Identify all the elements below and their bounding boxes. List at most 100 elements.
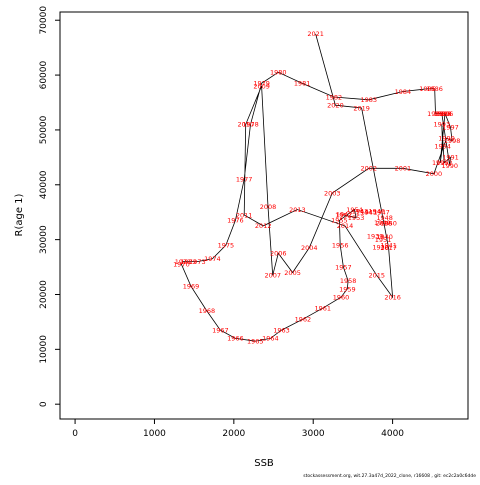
point-label-1968: 1968 [199, 307, 216, 315]
point-label-1974: 1974 [204, 255, 221, 263]
point-label-1946: 1946 [368, 207, 385, 215]
point-label-1996: 1996 [437, 110, 454, 118]
point-label-1989: 1989 [434, 110, 451, 118]
series-line [180, 33, 453, 342]
point-label-1957: 1957 [335, 263, 352, 271]
point-label-2019: 2019 [353, 104, 370, 112]
point-label-2021: 2021 [307, 30, 324, 38]
point-label-1997: 1997 [442, 123, 459, 131]
x-axis: 0 1000 2000 3000 4000 [72, 419, 404, 439]
point-label-1993: 1993 [434, 121, 451, 129]
point-label-2013: 2013 [289, 206, 306, 214]
point-label-2008: 2008 [260, 203, 277, 211]
point-label-1983: 1983 [361, 96, 378, 104]
point-label-1992: 1992 [436, 159, 453, 167]
point-label-1954: 1954 [346, 206, 363, 214]
x-tick-label: 3000 [302, 429, 325, 439]
point-label-1952: 1952 [335, 211, 352, 219]
point-label-1971: 1971 [175, 258, 192, 266]
point-label-1960: 1960 [333, 294, 350, 302]
plot-frame [59, 11, 469, 420]
point-label-1961: 1961 [314, 304, 331, 312]
point-label-1985: 1985 [419, 85, 436, 93]
point-label-2000: 2000 [426, 170, 443, 178]
x-tick-label: 1000 [143, 429, 166, 439]
point-label-1979: 1979 [253, 80, 270, 88]
y-tick-label: 20000 [39, 280, 49, 309]
x-tick-label: 2000 [222, 429, 245, 439]
point-label-1940: 1940 [376, 233, 393, 241]
point-label-1947: 1947 [373, 209, 390, 217]
point-label-1970: 1970 [173, 261, 190, 269]
point-label-1973: 1973 [189, 258, 206, 266]
point-label-1939: 1939 [367, 233, 384, 241]
point-label-2012: 2012 [255, 222, 272, 230]
point-label-1962: 1962 [295, 315, 312, 323]
point-label-1999: 1999 [438, 134, 455, 142]
point-label-1981: 1981 [294, 80, 311, 88]
point-label-1995: 1995 [432, 159, 449, 167]
point-label-1990: 1990 [441, 162, 458, 170]
point-label-2007: 2007 [264, 272, 281, 280]
point-label-1987: 1987 [427, 110, 444, 118]
x-tick-label: 0 [72, 429, 78, 439]
y-tick-label: 0 [39, 401, 49, 407]
point-label-2005: 2005 [284, 269, 301, 277]
point-label-1975: 1975 [218, 241, 235, 249]
point-label-2009: 2009 [253, 82, 270, 90]
point-label-1967: 1967 [212, 326, 229, 334]
point-label-1982: 1982 [326, 93, 343, 101]
point-label-1991: 1991 [442, 154, 459, 162]
point-label-1943: 1943 [352, 207, 369, 215]
point-label-1958: 1958 [340, 277, 357, 285]
point-label-2017: 2017 [380, 244, 397, 252]
y-axis-title: R(age 1) [14, 193, 25, 236]
x-axis-title: SSB [254, 458, 274, 469]
point-label-1938: 1938 [372, 244, 389, 252]
point-label-1949: 1949 [374, 219, 391, 227]
point-label-2004: 2004 [301, 244, 318, 252]
point-label-2001: 2001 [395, 165, 412, 173]
y-tick-label: 50000 [39, 115, 49, 144]
point-label-1944: 1944 [356, 209, 373, 217]
point-label-2014: 2014 [337, 222, 354, 230]
point-label-2016: 2016 [384, 294, 401, 302]
point-label-1988: 1988 [435, 110, 452, 118]
point-label-1963: 1963 [273, 326, 290, 334]
y-tick-label: 30000 [39, 225, 49, 254]
point-label-1956: 1956 [332, 241, 349, 249]
point-label-2020: 2020 [327, 102, 344, 110]
point-label-1980: 1980 [270, 69, 287, 77]
point-label-1986: 1986 [426, 85, 443, 93]
y-tick-label: 70000 [39, 6, 49, 35]
point-label-1959: 1959 [339, 285, 356, 293]
point-label-1977: 1977 [236, 176, 253, 184]
point-label-1998: 1998 [444, 137, 461, 145]
point-label-1965: 1965 [247, 337, 264, 345]
footer-credit: stockassessment.org, wit.27.3a47d_2022_c… [303, 474, 476, 479]
y-tick-label: 60000 [39, 60, 49, 89]
point-label-1953: 1953 [348, 214, 365, 222]
point-label-1951: 1951 [375, 236, 392, 244]
y-tick-label: 10000 [39, 335, 49, 364]
point-label-2015: 2015 [368, 272, 385, 280]
point-label-2011: 2011 [236, 211, 253, 219]
point-label-1984: 1984 [395, 88, 412, 96]
point-label-1969: 1969 [183, 283, 200, 291]
x-tick-label: 4000 [381, 429, 404, 439]
point-label-2018: 2018 [376, 219, 393, 227]
y-axis: 0 10000 20000 30000 40000 50000 60000 70000 [39, 6, 60, 407]
point-label-1976: 1976 [227, 217, 244, 225]
point-label-2003: 2003 [324, 189, 341, 197]
point-label-1941: 1941 [380, 241, 397, 249]
point-label-1978: 1978 [242, 121, 259, 129]
point-label-1966: 1966 [227, 335, 244, 343]
point-label-1950: 1950 [380, 219, 397, 227]
point-label-1945: 1945 [361, 209, 378, 217]
point-label-1948: 1948 [376, 214, 393, 222]
point-label-2010: 2010 [237, 121, 254, 129]
point-label-1942: 1942 [336, 211, 353, 219]
point-label-1955: 1955 [331, 217, 348, 225]
